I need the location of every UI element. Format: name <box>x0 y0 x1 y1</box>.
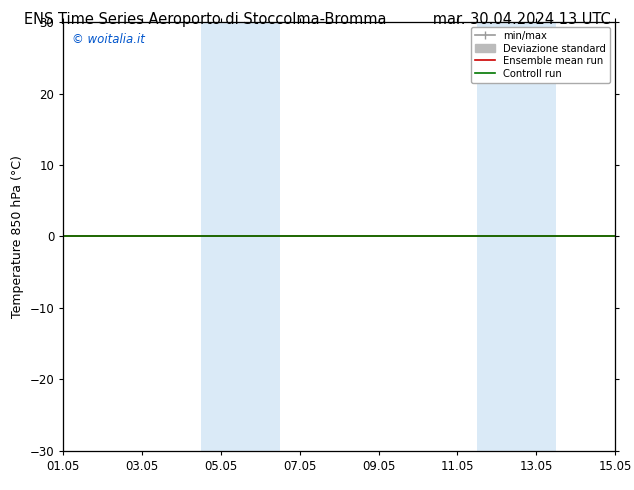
Bar <box>477 22 556 451</box>
Text: © woitalia.it: © woitalia.it <box>72 33 145 46</box>
Legend: min/max, Deviazione standard, Ensemble mean run, Controll run: min/max, Deviazione standard, Ensemble m… <box>471 27 610 82</box>
Y-axis label: Temperature 850 hPa (°C): Temperature 850 hPa (°C) <box>11 155 24 318</box>
Bar <box>202 22 280 451</box>
Text: ENS Time Series Aeroporto di Stoccolma-Bromma          mar. 30.04.2024 13 UTC: ENS Time Series Aeroporto di Stoccolma-B… <box>23 12 611 27</box>
